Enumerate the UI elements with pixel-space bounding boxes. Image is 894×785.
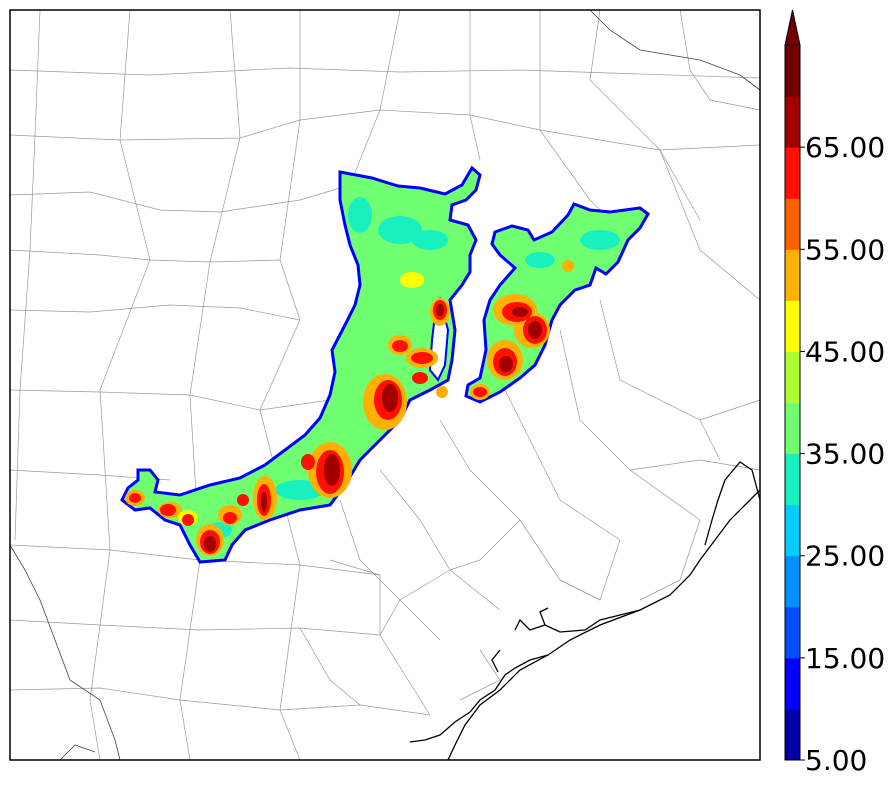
colorbar-bin (785, 402, 800, 455)
colorbar-label: 45.00 (805, 335, 885, 368)
colorbar-bin (785, 300, 800, 352)
echo-region-main (120, 165, 482, 564)
colorbar-extend-arrow (784, 9, 801, 46)
colorbar-label: 55.00 (805, 233, 885, 266)
colorbar-bin (785, 657, 800, 710)
colorbar-bin (785, 96, 800, 148)
colorbar-bin (785, 147, 800, 199)
map-panel (9, 9, 761, 761)
colorbar-bin (785, 453, 800, 506)
colorbar-bin (785, 249, 800, 301)
colorbar-bin (785, 504, 800, 557)
colorbar-bin (785, 351, 800, 403)
coastline (409, 461, 761, 761)
colorbar-bin (785, 45, 800, 97)
colorbar-outline (784, 44, 801, 761)
colorbar-label: 65.00 (805, 131, 885, 164)
colorbar: 5.00 15.00 25.00 35.00 45.00 55.00 65.00 (784, 9, 885, 777)
colorbar-label: 35.00 (805, 438, 885, 471)
colorbar-bin (785, 198, 800, 250)
state-boundaries (9, 9, 761, 761)
colorbar-label: 15.00 (805, 642, 885, 675)
county-boundaries (9, 9, 761, 761)
reflectivity-field (120, 165, 650, 564)
colorbar-label: 5.00 (805, 744, 867, 777)
colorbar-bin (785, 606, 800, 659)
colorbar-bin (785, 555, 800, 608)
colorbar-label: 25.00 (805, 540, 885, 573)
colorbar-bin (785, 708, 800, 761)
